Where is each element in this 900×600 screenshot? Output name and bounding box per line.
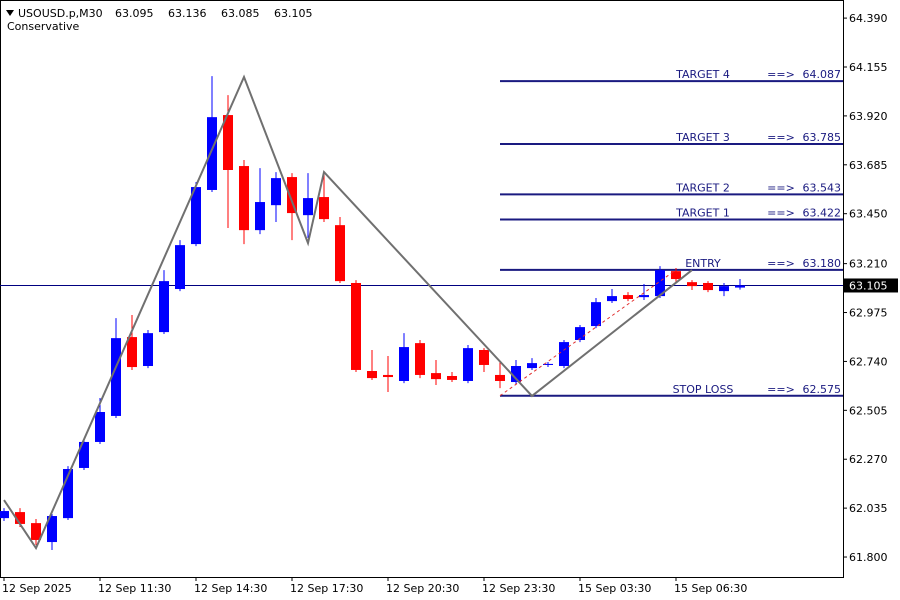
y-tick-label: 63.210 xyxy=(849,258,888,271)
x-tick-label: 12 Sep 2025 xyxy=(2,582,72,595)
y-tick-label: 61.800 xyxy=(849,551,888,564)
candle-body xyxy=(127,337,137,368)
candle-body xyxy=(15,512,25,524)
level-value: 63.543 xyxy=(803,181,842,194)
x-tick-label: 15 Sep 06:30 xyxy=(674,582,747,595)
level-value: 63.180 xyxy=(803,257,842,270)
x-tick-label: 12 Sep 11:30 xyxy=(98,582,171,595)
level-arrow: ==> xyxy=(767,68,795,81)
candle-body xyxy=(671,271,681,280)
candle-body xyxy=(191,187,201,245)
candle-body xyxy=(447,375,457,380)
y-tick-label: 64.390 xyxy=(849,12,888,25)
header-high: 63.136 xyxy=(168,7,207,20)
candle-body xyxy=(479,349,489,365)
candle-body xyxy=(143,333,153,367)
candle-body xyxy=(159,281,169,333)
plot-frame xyxy=(0,0,844,578)
x-tick-label: 12 Sep 23:30 xyxy=(482,582,555,595)
level-arrow: ==> xyxy=(767,257,795,270)
header-close: 63.105 xyxy=(274,7,313,20)
header-open: 63.095 xyxy=(115,7,154,20)
candle-body xyxy=(703,282,713,291)
y-tick-label: 62.505 xyxy=(849,404,888,417)
candle-body xyxy=(527,363,537,369)
price-tag xyxy=(844,278,898,293)
header-low: 63.085 xyxy=(221,7,260,20)
y-tick-label: 62.270 xyxy=(849,453,888,466)
level-value: 62.575 xyxy=(803,383,842,396)
candle-body xyxy=(207,117,217,190)
y-tick-label: 62.740 xyxy=(849,355,888,368)
candle-body xyxy=(111,338,121,416)
symbol: USOUSD.p,M30 xyxy=(18,7,103,20)
subtitle: Conservative xyxy=(7,20,80,33)
candle-body xyxy=(95,411,105,442)
candle-body xyxy=(367,371,377,379)
menu-arrow[interactable] xyxy=(6,10,14,16)
candle-body xyxy=(559,342,569,367)
x-tick-label: 12 Sep 20:30 xyxy=(386,582,459,595)
candle-body xyxy=(543,363,553,365)
level-value: 63.422 xyxy=(803,207,842,220)
trade-line xyxy=(499,269,677,397)
candle-body xyxy=(239,166,249,231)
candle-body xyxy=(639,295,649,298)
candle-body xyxy=(687,282,697,287)
y-tick-label: 63.450 xyxy=(849,208,888,221)
y-tick-label: 62.035 xyxy=(849,502,888,515)
y-tick-label: 64.155 xyxy=(849,61,888,74)
price-tag-label: 63.105 xyxy=(849,279,888,292)
candle-body xyxy=(223,115,233,170)
level-arrow: ==> xyxy=(767,207,795,220)
candle-body xyxy=(175,245,185,290)
y-tick-label: 62.975 xyxy=(849,307,888,320)
level-value: 64.087 xyxy=(803,68,842,81)
candle-body xyxy=(79,441,89,468)
candle-body xyxy=(303,198,313,216)
level-name: ENTRY xyxy=(685,257,721,270)
candle-body xyxy=(431,373,441,380)
candle-body xyxy=(31,523,41,540)
candle-body xyxy=(47,516,57,543)
level-name: TARGET 1 xyxy=(675,207,730,220)
level-arrow: ==> xyxy=(767,181,795,194)
level-name: TARGET 3 xyxy=(675,131,730,144)
candle-body xyxy=(271,178,281,206)
candle-body xyxy=(719,286,729,292)
candle-body xyxy=(511,366,521,383)
candle-body xyxy=(655,270,665,297)
y-tick-label: 63.685 xyxy=(849,159,888,172)
candle-body xyxy=(399,347,409,381)
candle-body xyxy=(591,302,601,327)
x-tick-label: 12 Sep 17:30 xyxy=(290,582,363,595)
candle-body xyxy=(351,282,361,370)
candle-body xyxy=(623,295,633,300)
x-tick-label: 15 Sep 03:30 xyxy=(578,582,651,595)
x-tick-label: 12 Sep 14:30 xyxy=(194,582,267,595)
level-name: TARGET 2 xyxy=(675,181,730,194)
candle-body xyxy=(0,511,9,519)
candle-body xyxy=(255,202,265,231)
level-arrow: ==> xyxy=(767,131,795,144)
y-tick-label: 63.920 xyxy=(849,110,888,123)
level-name: TARGET 4 xyxy=(675,68,730,81)
candle-body xyxy=(463,348,473,381)
candle-body xyxy=(495,374,505,381)
candle-body xyxy=(63,469,73,519)
candle-body xyxy=(287,177,297,214)
candle-body xyxy=(319,197,329,220)
level-name: STOP LOSS xyxy=(673,383,734,396)
level-value: 63.785 xyxy=(803,131,842,144)
level-arrow: ==> xyxy=(767,383,795,396)
candle-body xyxy=(575,327,585,340)
candle-body xyxy=(383,374,393,378)
zigzag-line xyxy=(3,74,693,551)
candle-body xyxy=(607,296,617,302)
candle-body xyxy=(335,225,345,282)
candle-body xyxy=(415,343,425,375)
candle-body xyxy=(735,285,745,288)
